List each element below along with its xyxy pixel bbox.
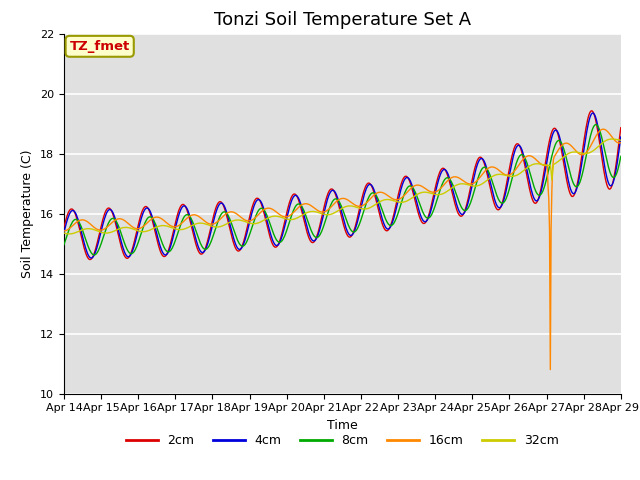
X-axis label: Time: Time (327, 419, 358, 432)
Legend: 2cm, 4cm, 8cm, 16cm, 32cm: 2cm, 4cm, 8cm, 16cm, 32cm (122, 429, 563, 452)
Text: TZ_fmet: TZ_fmet (70, 40, 130, 53)
Title: Tonzi Soil Temperature Set A: Tonzi Soil Temperature Set A (214, 11, 471, 29)
Y-axis label: Soil Temperature (C): Soil Temperature (C) (22, 149, 35, 278)
